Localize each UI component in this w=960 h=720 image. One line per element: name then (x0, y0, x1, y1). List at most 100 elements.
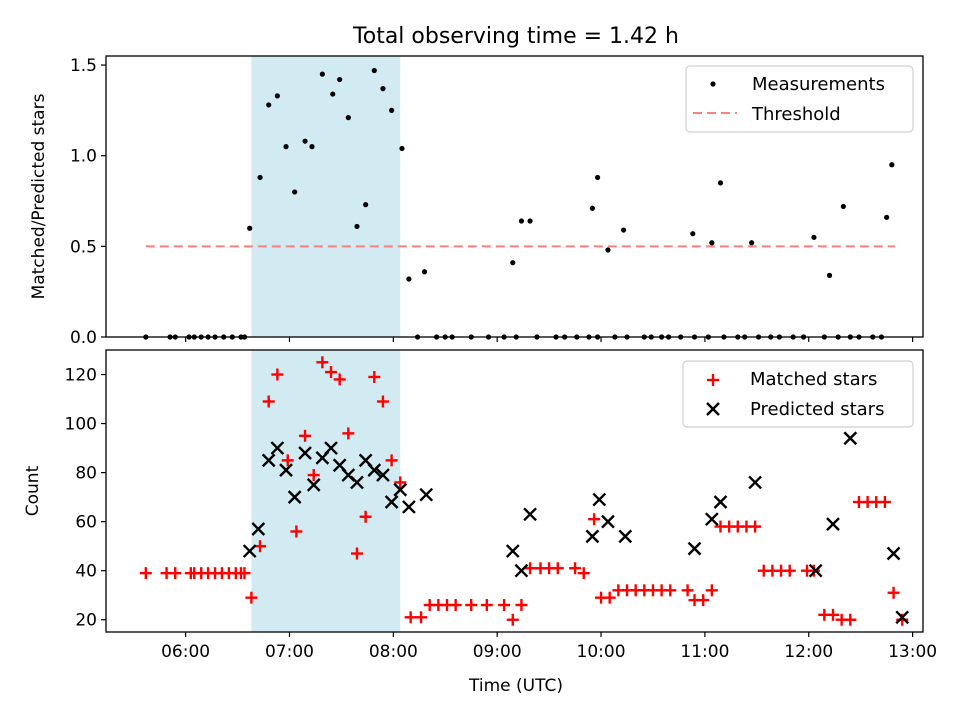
top-panel-frame (105, 55, 924, 338)
x-tick-label: 13:00 (888, 642, 937, 662)
matched-star-point (588, 513, 601, 526)
matched-star-point (844, 613, 857, 626)
y-tick-label: 80 (75, 464, 97, 484)
measurement-points (143, 67, 895, 340)
matched-star-point (515, 599, 528, 612)
measurement-point (247, 225, 253, 231)
matched-star-point (498, 599, 511, 612)
y-tick-label: 100 (65, 415, 97, 435)
predicted-star-point (826, 517, 840, 531)
matched-star-point (262, 395, 275, 408)
predicted-star-point (306, 478, 321, 492)
measurement-point (884, 214, 890, 220)
predicted-star-point (618, 529, 633, 544)
matched-star-point (878, 496, 891, 509)
matched-star-point (245, 591, 258, 604)
matched-star-point (342, 427, 355, 440)
bottom-panel-ticks: 20 40 60 80 100 120 06:00 07:00 08:00 09:00 10:00 1… (65, 366, 938, 662)
measurement-point (518, 218, 525, 224)
matched-star-point (749, 520, 762, 533)
predicted-star-point (713, 495, 728, 509)
predicted-star-point (384, 495, 399, 509)
measurement-point (589, 205, 595, 211)
matched-star-point (271, 368, 284, 381)
shaded-interval-bottom (251, 350, 401, 632)
measurement-point (371, 67, 377, 74)
matched-star-point (333, 373, 346, 386)
measurement-point (840, 203, 846, 210)
predicted-star-point (402, 500, 416, 514)
bottom-y-axis-label: Count (23, 465, 43, 516)
matched-star-point (664, 584, 677, 597)
predicted-star-point (505, 544, 520, 558)
matched-star-point (783, 564, 796, 577)
legend-predicted-label: Predicted stars (750, 399, 884, 420)
predicted-star-points (242, 431, 910, 625)
matched-star-point (480, 599, 493, 612)
measurement-point (389, 107, 395, 113)
measurement-point (709, 240, 715, 246)
predicted-star-point (514, 563, 529, 578)
x-axis-label: Time (UTC) (468, 676, 563, 696)
predicted-star-point (350, 475, 364, 490)
predicted-star-point (298, 446, 312, 460)
measurement-point (620, 227, 627, 233)
y-tick-label: 1.0 (70, 147, 97, 167)
bottom-legend-box (682, 360, 914, 428)
measurement-point (690, 231, 696, 237)
y-tick-label: 20 (75, 611, 97, 631)
measurement-point (594, 174, 601, 181)
matched-star-point (577, 567, 590, 580)
predicted-star-point (251, 522, 266, 536)
bottom-panel: 20 40 60 80 100 120 06:00 07:00 08:00 09:00 10:00 1… (23, 349, 938, 696)
legend-threshold-label: Threshold (751, 104, 841, 125)
measurement-point (889, 162, 895, 168)
matched-star-points (139, 356, 909, 626)
predicted-star-point (270, 441, 285, 455)
matched-star-point (350, 547, 363, 560)
shaded-interval-top (251, 56, 401, 337)
matched-star-point (281, 454, 294, 467)
y-tick-label: 0.5 (70, 237, 97, 257)
predicted-star-point (287, 490, 302, 504)
measurement-point (345, 115, 351, 121)
measurement-point (337, 76, 343, 83)
predicted-star-point (419, 487, 434, 502)
y-tick-label: 0.0 (70, 328, 97, 348)
predicted-star-point (808, 563, 823, 578)
matched-star-point (359, 510, 372, 523)
y-tick-label: 60 (75, 513, 97, 533)
bottom-panel-frame (105, 349, 924, 633)
matched-star-point (826, 608, 839, 621)
measurement-point (283, 144, 289, 150)
measurement-point (363, 202, 369, 208)
measurement-point (406, 276, 412, 282)
predicted-star-point (601, 514, 615, 529)
legend-measurements-label: Measurements (752, 74, 885, 95)
measurement-point (399, 145, 405, 152)
matched-star-point (316, 356, 329, 369)
measurement-point (302, 138, 308, 144)
measurement-point (605, 247, 611, 253)
x-tick-label: 12:00 (784, 642, 833, 662)
predicted-star-point (242, 544, 257, 558)
predicted-star-point (261, 453, 276, 468)
matched-star-point (697, 594, 710, 607)
predicted-star-point (704, 512, 719, 527)
predicted-star-point (886, 546, 901, 561)
matched-star-point (551, 562, 564, 575)
matched-star-point (807, 564, 820, 577)
top-y-axis-label: Matched/Predicted stars (29, 93, 49, 299)
measurement-point (510, 260, 516, 266)
predicted-star-point (376, 468, 390, 482)
measurement-point (292, 189, 298, 195)
y-tick-label: 1.5 (70, 56, 97, 76)
chart-title: Total observing time = 1.42 h (352, 24, 679, 49)
predicted-star-point (843, 431, 858, 446)
bottom-legend: Matched stars Predicted stars (682, 360, 914, 428)
x-tick-label: 08:00 (369, 642, 418, 662)
matched-star-point (404, 611, 417, 624)
matched-star-point (376, 395, 389, 408)
measurement-point (527, 218, 533, 224)
matched-star-point (887, 586, 900, 599)
